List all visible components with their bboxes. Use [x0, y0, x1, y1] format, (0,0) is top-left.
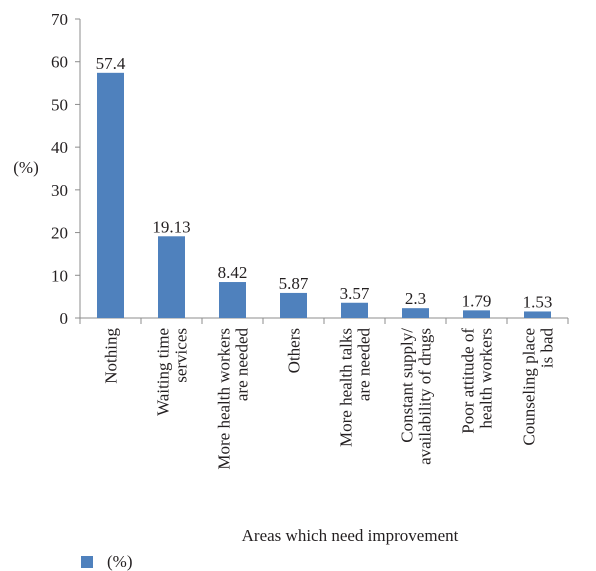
y-tick-label: 40	[51, 138, 68, 157]
x-tick-label: is bad	[538, 328, 557, 369]
y-tick-label: 20	[51, 224, 68, 243]
y-tick-label: 70	[51, 10, 68, 29]
y-axis: 0 10 20 30 40 50 60 70	[51, 10, 81, 328]
x-tick-label: are needed	[355, 328, 374, 402]
y-tick-label: 50	[51, 95, 68, 114]
bar	[280, 292, 307, 318]
x-tick-label: services	[172, 328, 191, 383]
bar-value-label: 1.53	[523, 292, 553, 311]
bar-value-label: 3.57	[340, 284, 370, 303]
x-tick-label: Constant supply/	[398, 328, 417, 443]
bar-value-label: 57.4	[96, 54, 126, 73]
bar-value-label: 5.87	[279, 274, 309, 293]
x-tick-label: More health workers	[215, 328, 234, 470]
legend-label: (%)	[107, 552, 132, 571]
bar	[341, 302, 368, 318]
bar-value-label: 1.79	[462, 291, 492, 310]
y-tick-label: 0	[60, 309, 69, 328]
bar-series	[97, 72, 551, 318]
y-tick-label: 10	[51, 266, 68, 285]
x-tick-label: Others	[285, 328, 304, 373]
bar	[402, 308, 429, 318]
x-tick-label: Nothing	[102, 328, 121, 384]
bar-value-label: 19.13	[152, 217, 190, 236]
x-tick-label: Waiting time	[154, 328, 173, 416]
x-tick-label: health workers	[477, 328, 496, 429]
x-tick-label: Counseling place	[520, 328, 539, 446]
bar-value-label: 8.42	[218, 263, 248, 282]
y-tick-label: 30	[51, 181, 68, 200]
bar	[463, 310, 490, 318]
bar	[524, 311, 551, 318]
x-tick-label: are needed	[233, 328, 252, 402]
x-tick-label: Poor attitude of	[459, 328, 478, 434]
legend-swatch	[81, 556, 93, 568]
y-axis-label: (%)	[13, 158, 38, 177]
legend: (%)	[81, 552, 132, 571]
data-labels: 57.4 19.13 8.42 5.87 3.57 2.3 1.79 1.53	[96, 54, 553, 312]
bar-value-label: 2.3	[405, 289, 426, 308]
x-tick-label: More health talks	[337, 328, 356, 447]
bar	[158, 236, 185, 318]
bar	[97, 72, 124, 318]
x-tick-label: availability of drugs	[416, 328, 435, 465]
y-tick-label: 60	[51, 53, 68, 72]
x-axis-label: Areas which need improvement	[242, 526, 459, 545]
x-axis	[79, 317, 569, 324]
bar	[219, 282, 246, 318]
x-tick-labels: Nothing Waiting time services More health w…	[102, 328, 557, 470]
